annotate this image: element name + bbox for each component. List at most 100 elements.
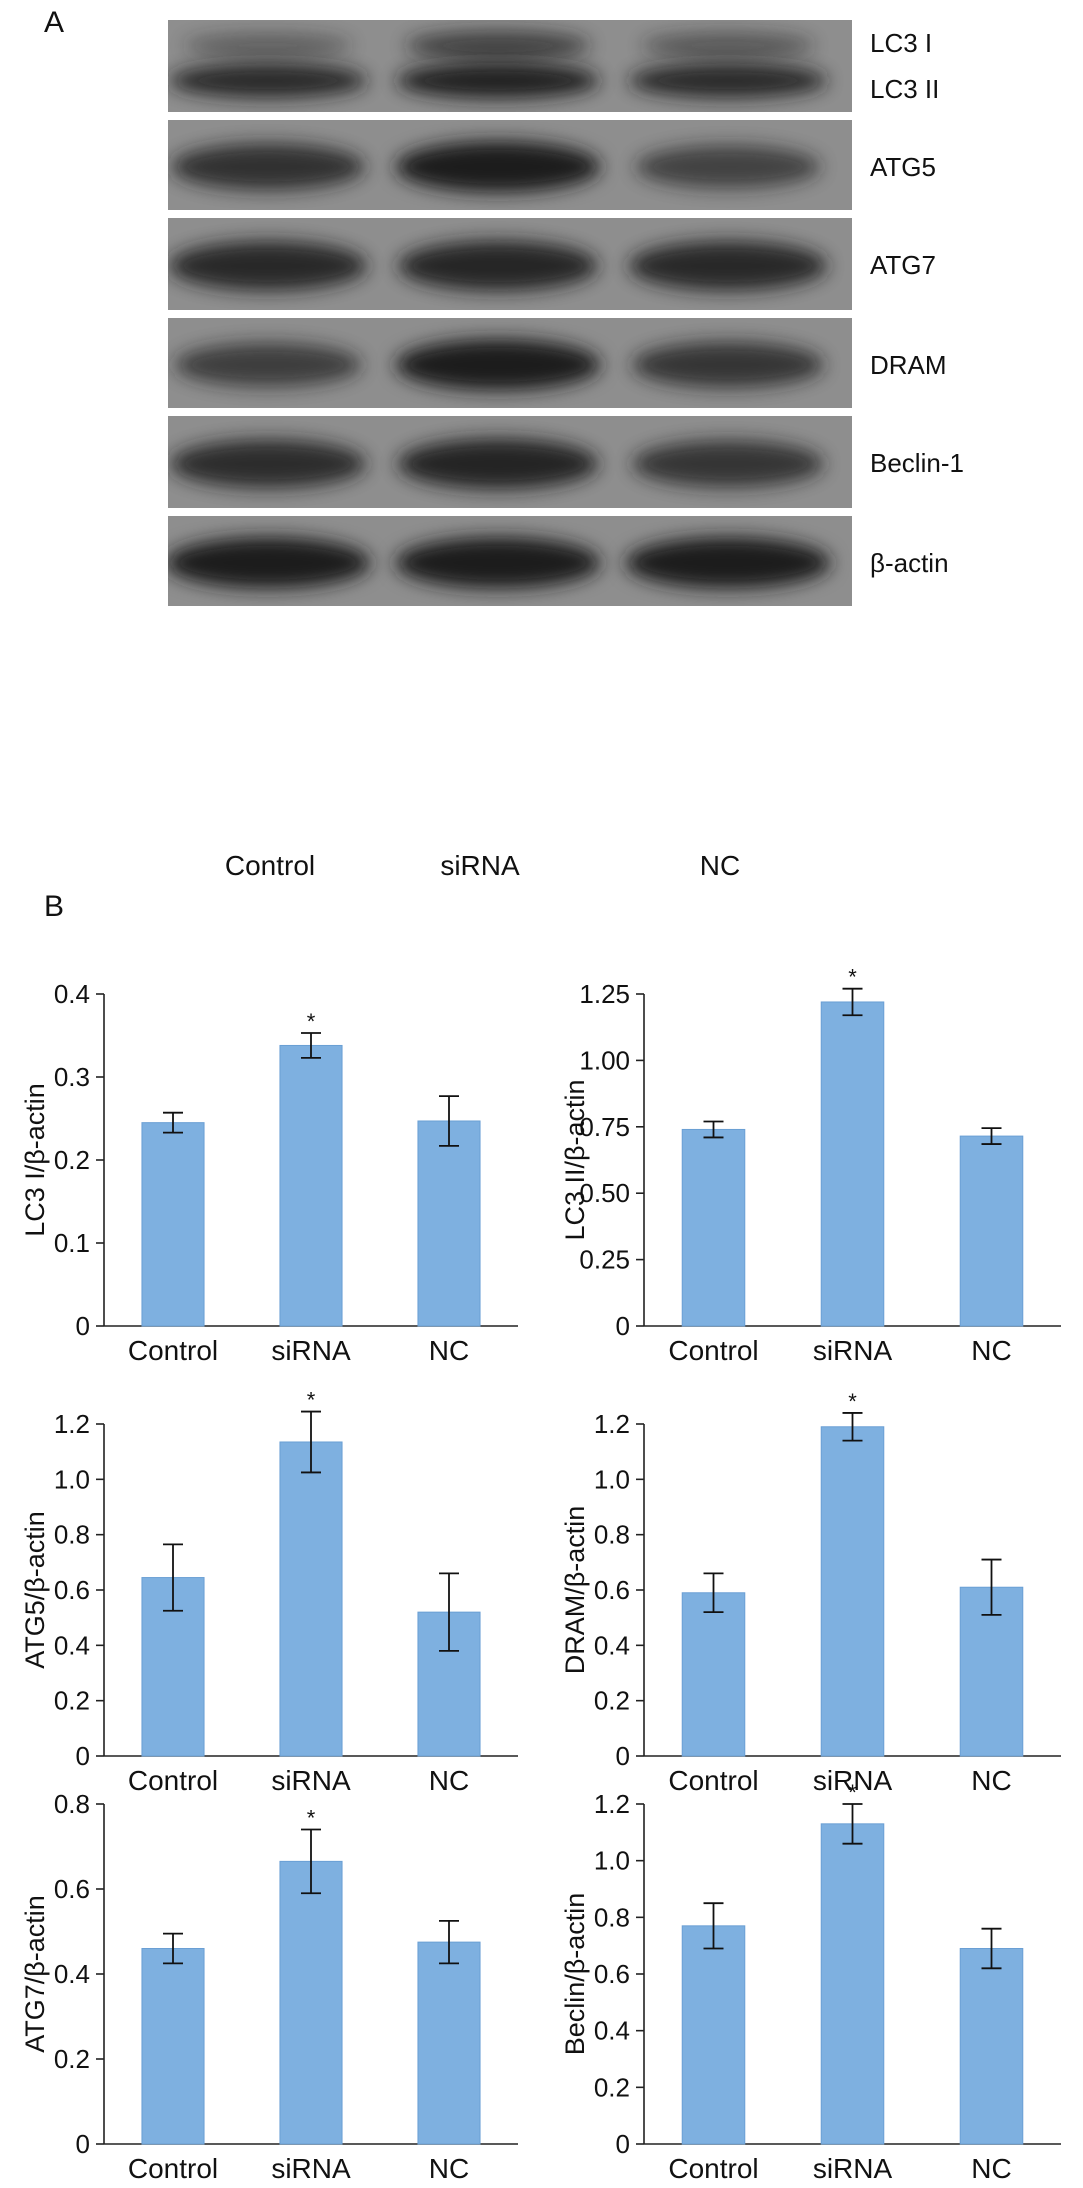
blot-band bbox=[405, 30, 591, 61]
bar bbox=[141, 1948, 205, 2145]
x-tick-label: Control bbox=[668, 1335, 758, 1366]
bar bbox=[417, 1941, 481, 2145]
x-tick-label: NC bbox=[429, 1335, 469, 1366]
y-tick-label: 0.4 bbox=[594, 1630, 630, 1660]
error-bar bbox=[981, 1127, 1002, 1145]
y-tick-label: 0 bbox=[76, 1741, 90, 1771]
y-tick-label: 0.2 bbox=[594, 1686, 630, 1716]
error-bar bbox=[163, 1932, 183, 1965]
bar bbox=[959, 1135, 1024, 1327]
y-tick-label: 0.6 bbox=[54, 1575, 90, 1605]
blot-band bbox=[398, 240, 598, 292]
x-tick-label: Control bbox=[668, 2153, 758, 2184]
protein-label-lc3-i: LC3 I bbox=[870, 28, 933, 58]
x-tick-label: NC bbox=[971, 1335, 1011, 1366]
error-bar bbox=[439, 1919, 459, 1965]
y-tick-label: 0.2 bbox=[594, 2072, 630, 2102]
blot-band bbox=[641, 32, 815, 60]
chart-dram: 0 0.2 0.4 0.6 0.8 1.0 1.2 DRAM/β-actin Control * s… bbox=[540, 1389, 1083, 1800]
panel-b-letter: B bbox=[44, 890, 65, 923]
chart-lc3-i: 0 0.1 0.2 0.3 0.4 LC3 I/β-actin Control * siRNA N… bbox=[0, 960, 540, 1370]
bar bbox=[141, 1122, 205, 1327]
protein-label-beta-actin: β-actin bbox=[870, 548, 949, 578]
blot-band bbox=[168, 63, 368, 98]
blot-atg5 bbox=[168, 120, 852, 210]
x-tick-label: Control bbox=[128, 2153, 218, 2184]
error-bar bbox=[439, 1572, 459, 1652]
blot-lc3 bbox=[168, 20, 852, 112]
blot-band bbox=[628, 63, 828, 98]
y-axis: 0 0.1 0.2 0.3 0.4 bbox=[54, 979, 105, 1341]
y-tick-label: 0.2 bbox=[54, 1686, 90, 1716]
y-tick-label: 0.2 bbox=[54, 1145, 90, 1175]
y-tick-label: 0.50 bbox=[579, 1178, 630, 1208]
blot-band bbox=[632, 341, 824, 388]
error-bar bbox=[703, 1902, 724, 1950]
y-tick-label: 1.00 bbox=[579, 1045, 630, 1075]
x-tick-label: siRNA bbox=[271, 1765, 351, 1796]
y-tick-label: 0.8 bbox=[594, 1520, 630, 1550]
y-tick-label: 1.2 bbox=[54, 1409, 90, 1439]
y-tick-label: 1.0 bbox=[54, 1464, 90, 1494]
y-tick-label: 0.4 bbox=[54, 1959, 90, 1989]
blot-beclin-1 bbox=[168, 416, 852, 508]
protein-label-atg5: ATG5 bbox=[870, 152, 936, 182]
y-axis-label: ATG7/β-actin bbox=[20, 1895, 50, 2053]
blot-band bbox=[168, 240, 368, 291]
protein-label-atg7: ATG7 bbox=[870, 250, 936, 280]
error-bar bbox=[842, 1803, 863, 1845]
bar bbox=[820, 1823, 885, 2145]
y-tick-label: 0.4 bbox=[54, 1630, 90, 1660]
blot-band bbox=[396, 62, 600, 99]
blot-band bbox=[168, 537, 371, 589]
error-bar bbox=[163, 1111, 183, 1134]
y-tick-label: 0 bbox=[616, 2129, 630, 2159]
blot-band bbox=[171, 143, 365, 191]
blot-image bbox=[168, 516, 852, 606]
error-bar bbox=[703, 1572, 724, 1614]
lane-label-nc: NC bbox=[699, 850, 741, 881]
blot-band bbox=[183, 32, 353, 59]
y-tick-label: 0.4 bbox=[54, 979, 90, 1009]
panel-a-letter: A bbox=[44, 6, 65, 39]
bar bbox=[417, 1120, 481, 1327]
error-bar bbox=[301, 1410, 321, 1474]
blot-image bbox=[168, 120, 852, 210]
y-tick-label: 0.8 bbox=[594, 1902, 630, 1932]
y-tick-label: 0 bbox=[76, 1311, 90, 1341]
blot-image bbox=[168, 318, 852, 408]
y-axis: 0 0.2 0.4 0.6 0.8 bbox=[54, 1789, 105, 2159]
y-axis: 0 0.2 0.4 0.6 0.8 1.0 1.2 bbox=[54, 1409, 105, 1771]
blot-band bbox=[632, 440, 824, 488]
y-tick-label: 0.25 bbox=[579, 1245, 630, 1275]
bar bbox=[279, 1860, 343, 2145]
x-tick-label: NC bbox=[971, 1765, 1011, 1796]
error-bar bbox=[703, 1120, 724, 1139]
y-axis: 0 0.2 0.4 0.6 0.8 1.0 1.2 bbox=[594, 1789, 645, 2159]
y-tick-label: 0 bbox=[76, 2129, 90, 2159]
protein-label-dram: DRAM bbox=[870, 350, 947, 380]
x-tick-label: Control bbox=[128, 1335, 218, 1366]
error-bar bbox=[842, 987, 863, 1017]
bar bbox=[959, 1948, 1024, 2145]
blot-image bbox=[168, 20, 852, 112]
bar bbox=[279, 1044, 343, 1327]
x-tick-label: Control bbox=[668, 1765, 758, 1796]
significance-marker: * bbox=[307, 1009, 316, 1034]
blot-atg7 bbox=[168, 218, 852, 310]
bar bbox=[820, 1001, 885, 1327]
y-tick-label: 1.2 bbox=[594, 1409, 630, 1439]
lane-label-sirna: siRNA bbox=[440, 850, 520, 881]
y-tick-label: 0.1 bbox=[54, 1228, 90, 1258]
x-tick-label: siRNA bbox=[271, 1335, 351, 1366]
protein-label-beclin-1: Beclin-1 bbox=[870, 448, 964, 478]
blot-image bbox=[168, 416, 852, 508]
chart-lc3-ii: 0 0.25 0.50 0.75 1.00 1.25 LC3 II/β-actin Contr… bbox=[540, 960, 1083, 1370]
error-bar bbox=[981, 1927, 1002, 1970]
y-axis: 0 0.25 0.50 0.75 1.00 1.25 bbox=[579, 979, 645, 1341]
bar bbox=[681, 1128, 746, 1327]
y-axis-label: DRAM/β-actin bbox=[560, 1506, 590, 1675]
y-tick-label: 0.6 bbox=[594, 1959, 630, 1989]
x-tick-label: NC bbox=[429, 1765, 469, 1796]
x-tick-label: Control bbox=[128, 1765, 218, 1796]
